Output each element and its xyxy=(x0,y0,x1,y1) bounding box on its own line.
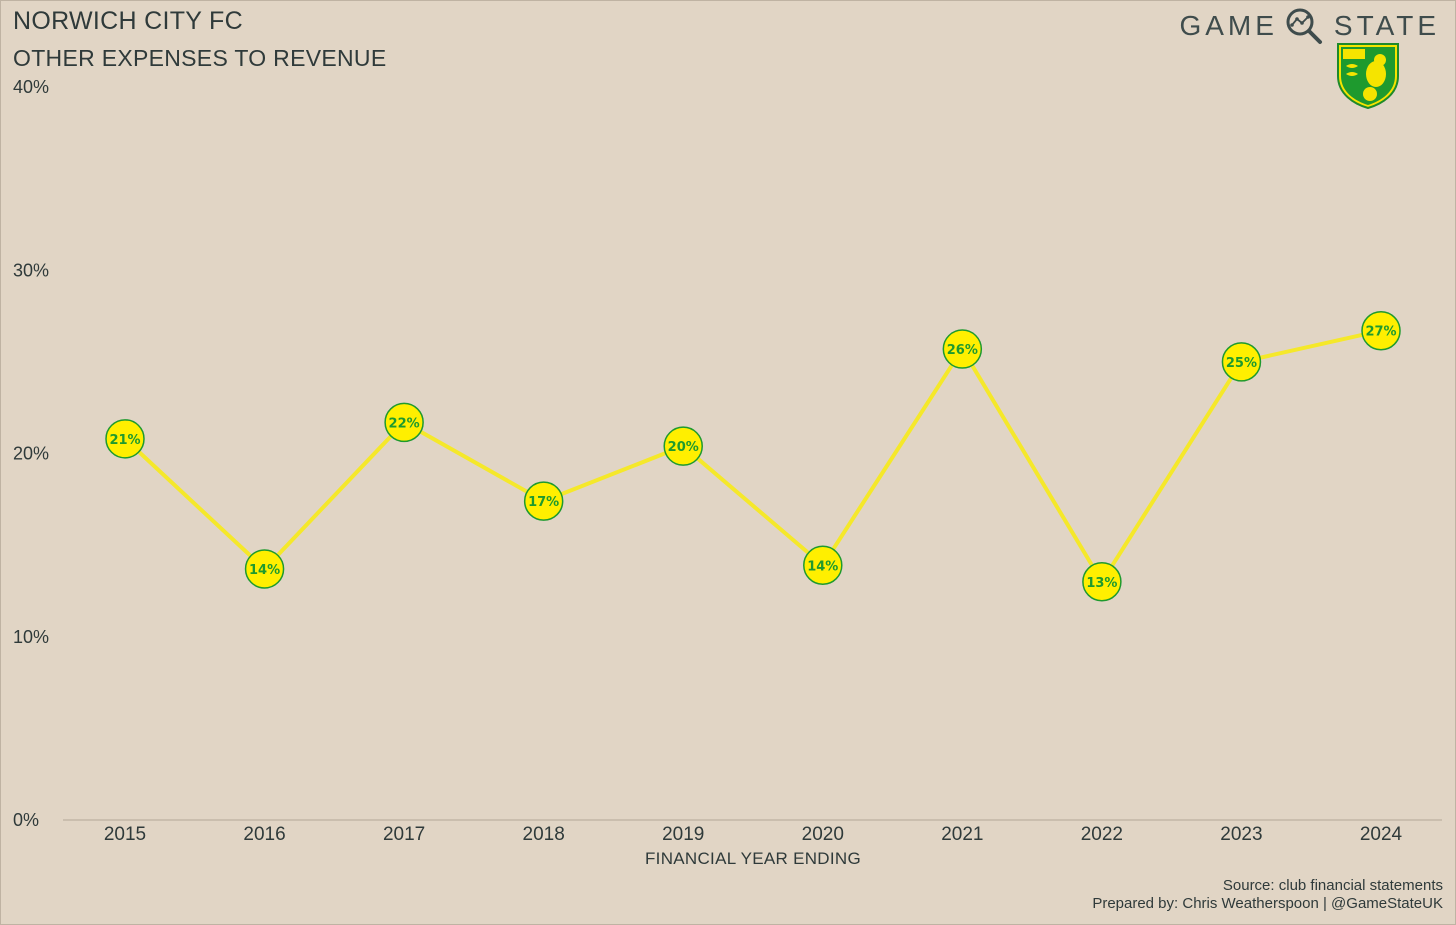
data-label: 14% xyxy=(249,563,280,578)
x-tick-label: 2016 xyxy=(243,824,285,845)
data-label: 21% xyxy=(109,433,140,448)
magnifier-icon xyxy=(1286,8,1322,44)
x-tick-label: 2020 xyxy=(802,824,844,845)
data-label: 26% xyxy=(947,343,978,358)
x-tick-label: 2017 xyxy=(383,824,425,845)
x-tick-label: 2022 xyxy=(1081,824,1123,845)
data-point-marker xyxy=(523,481,564,521)
x-tick-label: 2018 xyxy=(523,824,565,845)
x-axis-label: FINANCIAL YEAR ENDING xyxy=(645,849,861,868)
data-point-marker xyxy=(663,426,703,466)
x-tick-label: 2021 xyxy=(941,824,983,845)
data-label: 13% xyxy=(1086,576,1117,591)
brand-word-left: GAME xyxy=(1179,10,1278,41)
data-label: 25% xyxy=(1226,356,1257,371)
data-point-marker xyxy=(244,549,285,589)
prepared-by-note: Prepared by: Chris Weatherspoon | @GameS… xyxy=(1092,895,1443,912)
game-state-logo: GAME STATE xyxy=(1179,6,1440,46)
data-label: 14% xyxy=(807,559,838,574)
data-point-marker xyxy=(384,402,424,443)
norwich-crest-icon xyxy=(1337,43,1399,110)
x-tick-label: 2023 xyxy=(1220,824,1262,845)
data-point-marker xyxy=(1361,310,1401,351)
data-point-marker xyxy=(105,419,145,459)
x-tick-label: 2024 xyxy=(1360,824,1403,845)
data-label: 17% xyxy=(528,495,559,510)
series-line xyxy=(123,328,1382,584)
data-point-marker xyxy=(1082,562,1122,602)
data-point-marker xyxy=(1221,342,1262,382)
data-point-marker xyxy=(942,329,983,369)
brand-word-right: STATE xyxy=(1333,10,1440,41)
chart-subtitle: OTHER EXPENSES TO REVENUE xyxy=(13,45,387,71)
x-tick-label: 2019 xyxy=(662,824,704,845)
data-point-marker xyxy=(803,545,843,586)
data-label: 22% xyxy=(389,416,420,431)
y-tick-label: 30% xyxy=(13,260,49,280)
x-tick-label: 2015 xyxy=(104,824,146,845)
data-points: 21% 14% 22% 17% 20% 14% 26% 13% 25% 27% xyxy=(105,310,1401,602)
y-axis-ticks: 0% 10% 20% 30% 40% xyxy=(13,77,49,830)
y-tick-label: 40% xyxy=(13,77,49,97)
y-tick-label: 20% xyxy=(13,444,49,464)
page-title: NORWICH CITY FC xyxy=(13,7,243,35)
y-tick-label: 10% xyxy=(13,627,49,647)
data-label: 27% xyxy=(1365,325,1396,340)
y-tick-label: 0% xyxy=(13,810,39,830)
data-label: 20% xyxy=(668,440,699,455)
source-note: Source: club financial statements xyxy=(1222,877,1443,894)
x-axis-ticks: 2015 2016 2017 2018 2019 2020 2021 2022 2023 2024 xyxy=(104,824,1403,845)
